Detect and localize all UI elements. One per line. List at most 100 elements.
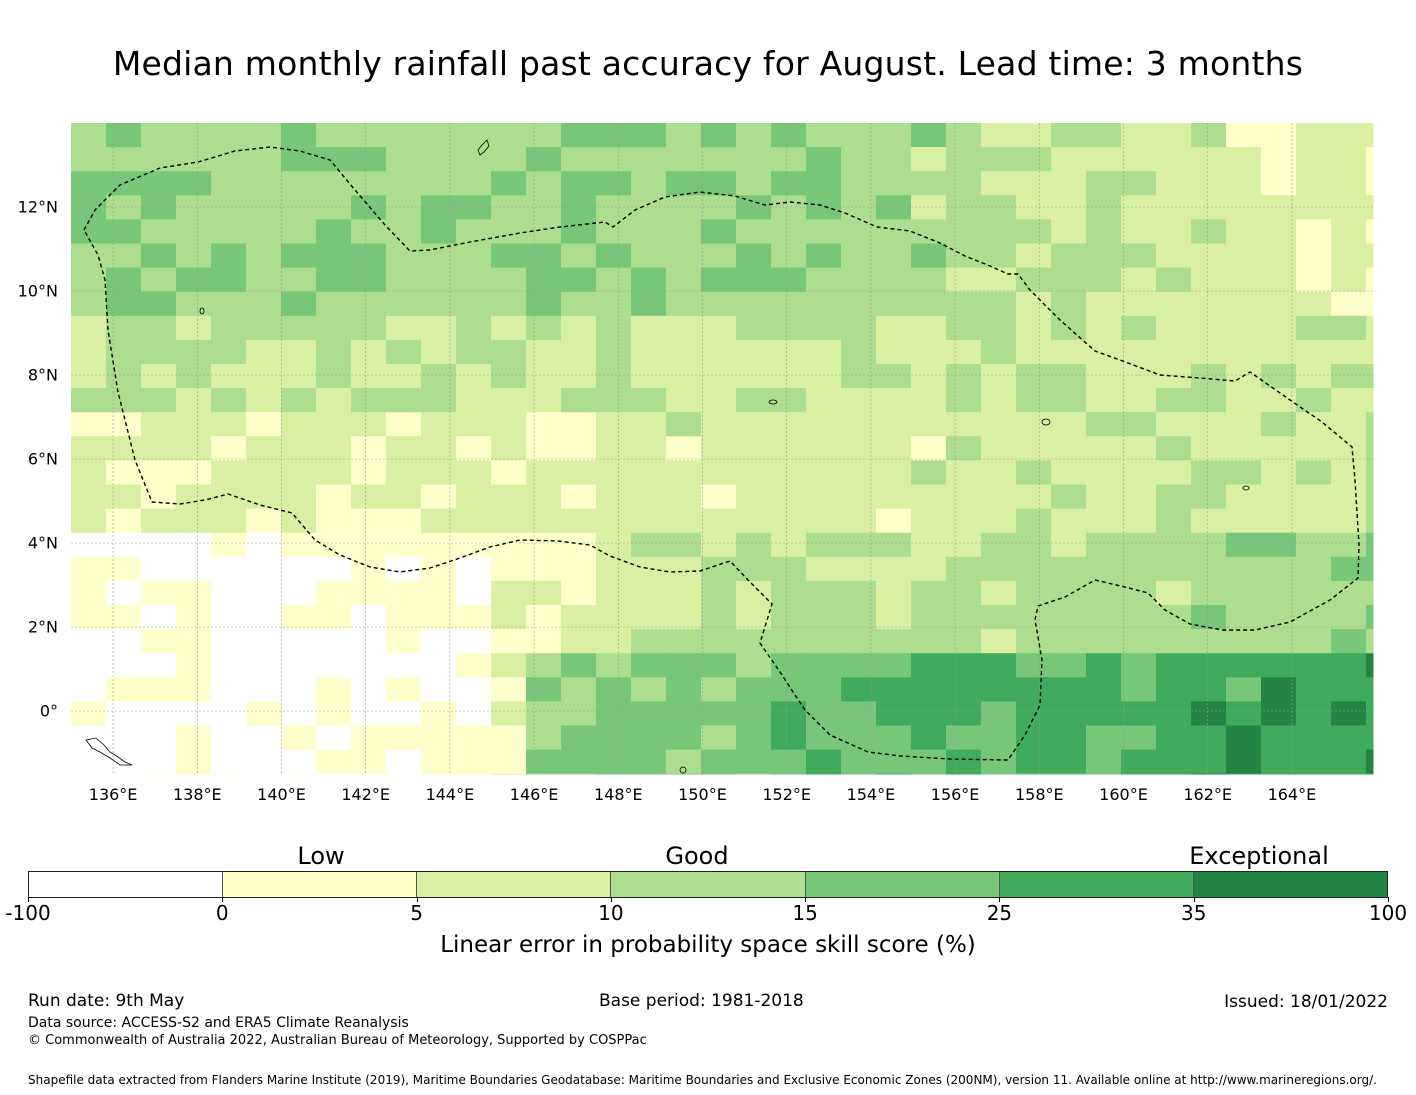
grid-cell <box>1331 412 1367 437</box>
grid-cell <box>421 315 457 341</box>
grid-cell <box>1086 364 1122 389</box>
grid-cell <box>421 291 457 317</box>
grid-cell <box>106 580 142 606</box>
grid-cell <box>841 556 877 582</box>
grid-cell <box>771 339 807 365</box>
grid-cell <box>1086 773 1122 775</box>
grid-cell <box>281 267 317 293</box>
grid-cell <box>211 725 247 751</box>
grid-cell <box>631 388 667 413</box>
grid-cell <box>876 147 912 172</box>
lat-tick-label: 2°N <box>27 617 58 637</box>
grid-cell <box>386 291 422 317</box>
grid-cell <box>1121 171 1157 196</box>
grid-cell <box>1226 123 1262 148</box>
grid-cell <box>1366 532 1374 558</box>
grid-cell <box>596 605 632 630</box>
grid-cell <box>1191 412 1227 437</box>
grid-cell <box>1296 677 1332 702</box>
grid-cell <box>71 412 107 437</box>
grid-cell <box>456 773 492 775</box>
grid-cell <box>1121 147 1157 172</box>
lon-tick-label: 158°E <box>1014 785 1064 804</box>
grid-cell <box>141 171 177 196</box>
grid-cell <box>316 677 352 702</box>
grid-cell <box>281 339 317 365</box>
grid-cell <box>666 653 702 678</box>
grid-cell <box>386 773 422 775</box>
grid-cell <box>1121 315 1157 341</box>
grid-cell <box>456 171 492 196</box>
grid-cell <box>176 315 212 341</box>
grid-cell <box>246 219 282 244</box>
grid-cell <box>456 605 492 630</box>
grid-cell <box>596 532 632 558</box>
grid-cell <box>1191 460 1227 485</box>
grid-cell <box>456 388 492 413</box>
grid-cell <box>631 580 667 606</box>
grid-cell <box>1226 556 1262 582</box>
grid-cell <box>981 773 1017 775</box>
grid-cell <box>316 725 352 751</box>
grid-cell <box>316 605 352 630</box>
grid-cell <box>596 701 632 726</box>
grid-cell <box>1016 267 1052 293</box>
grid-cell <box>736 315 772 341</box>
grid-cell <box>561 291 597 317</box>
grid-cell <box>421 267 457 293</box>
grid-cell <box>1331 243 1367 269</box>
grid-cell <box>911 195 947 220</box>
grid-cell <box>281 773 317 775</box>
grid-cell <box>141 773 177 775</box>
grid-cell <box>246 123 282 148</box>
grid-cell <box>386 701 422 726</box>
colorbar-segment <box>29 872 224 897</box>
grid-cell <box>736 291 772 317</box>
grid-cell <box>1016 147 1052 172</box>
grid-cell <box>1331 460 1367 485</box>
grid-cell <box>561 339 597 365</box>
grid-cell <box>806 171 842 196</box>
grid-cell <box>1051 123 1087 148</box>
grid-cell <box>211 580 247 606</box>
grid-cell <box>806 364 842 389</box>
grid-cell <box>176 436 212 461</box>
grid-cell <box>771 291 807 317</box>
grid-cell <box>421 460 457 485</box>
grid-cell <box>1051 339 1087 365</box>
lat-tick-label: 0° <box>39 701 58 721</box>
grid-cell <box>736 725 772 751</box>
grid-cell <box>666 195 702 220</box>
grid-cell <box>176 653 212 678</box>
grid-cell <box>386 243 422 269</box>
grid-cell <box>106 219 142 244</box>
grid-cell <box>71 629 107 654</box>
grid-cell <box>211 749 247 775</box>
grid-cell <box>771 315 807 341</box>
grid-cell <box>281 291 317 317</box>
grid-cell <box>491 725 527 751</box>
grid-cell <box>386 605 422 630</box>
grid-cell <box>1226 315 1262 341</box>
grid-cell <box>596 508 632 534</box>
grid-cell <box>1191 195 1227 220</box>
grid-cell <box>211 219 247 244</box>
grid-cell <box>596 315 632 341</box>
grid-cell <box>491 243 527 269</box>
grid-cell <box>386 508 422 534</box>
grid-cell <box>1366 147 1374 172</box>
grid-cell <box>666 701 702 726</box>
grid-cell <box>1296 484 1332 510</box>
grid-cell <box>736 436 772 461</box>
grid-cell <box>876 267 912 293</box>
grid-cell <box>176 508 212 534</box>
grid-cell <box>351 460 387 485</box>
grid-cell <box>211 364 247 389</box>
grid-cell <box>141 556 177 582</box>
grid-cell <box>1261 532 1297 558</box>
grid-cell <box>1191 749 1227 775</box>
grid-cell <box>176 484 212 510</box>
grid-cell <box>211 315 247 341</box>
grid-cell <box>421 508 457 534</box>
grid-cell <box>1156 460 1192 485</box>
